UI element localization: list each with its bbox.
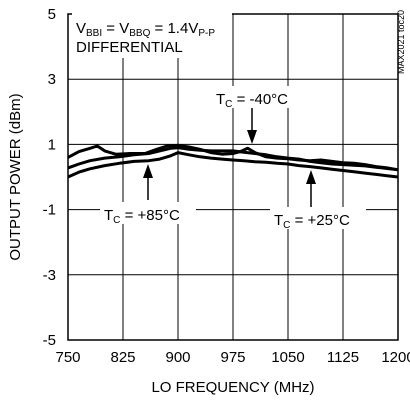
x-tick-label: 825 [110, 349, 135, 366]
series-line-2 [67, 146, 399, 172]
condition-line2: DIFFERENTIAL [76, 39, 183, 56]
series-label-p85: TC = +85°C [100, 164, 196, 226]
y-tick-label: -3 [43, 267, 56, 284]
y-tick-label: -1 [43, 202, 56, 219]
y-tick-label: 3 [48, 71, 56, 88]
y-axis-label: OUTPUT POWER (dBm) [7, 93, 24, 260]
tick-labels: 750 825 900 975 1050 1125 1200 5 3 1 -1 -3 -5 [43, 6, 410, 366]
condition-annotation: VBBI = VBBQ = 1.4VP-P DIFFERENTIAL [72, 12, 232, 58]
x-tick-label: 900 [165, 349, 190, 366]
series-label-p25: TC = +25°C [270, 170, 366, 231]
y-tick-label: 1 [48, 136, 56, 153]
condition-line1: VBBI = VBBQ = 1.4VP-P [76, 20, 215, 39]
svg-text:TC = -40°C: TC = -40°C [216, 91, 288, 110]
x-tick-label: 1050 [271, 349, 304, 366]
plot-frame [67, 13, 399, 341]
svg-text:TC = +85°C: TC = +85°C [104, 207, 180, 226]
chart-series-group [67, 143, 399, 179]
y-tick-label: -5 [43, 332, 56, 349]
chart-grid [68, 14, 398, 340]
x-tick-label: 1125 [327, 349, 359, 366]
series-label-m40: TC = -40°C [212, 86, 304, 144]
watermark-label: MAX2021 toc20 [396, 10, 406, 74]
y-tick-label: 5 [48, 6, 56, 23]
x-tick-label: 1200 [381, 349, 410, 366]
svg-text:TC = +25°C: TC = +25°C [274, 212, 350, 231]
x-tick-label: 750 [55, 349, 80, 366]
x-tick-label: 975 [220, 349, 245, 366]
series-line-1 [67, 151, 399, 179]
x-axis-label: LO FREQUENCY (MHz) [151, 379, 314, 396]
